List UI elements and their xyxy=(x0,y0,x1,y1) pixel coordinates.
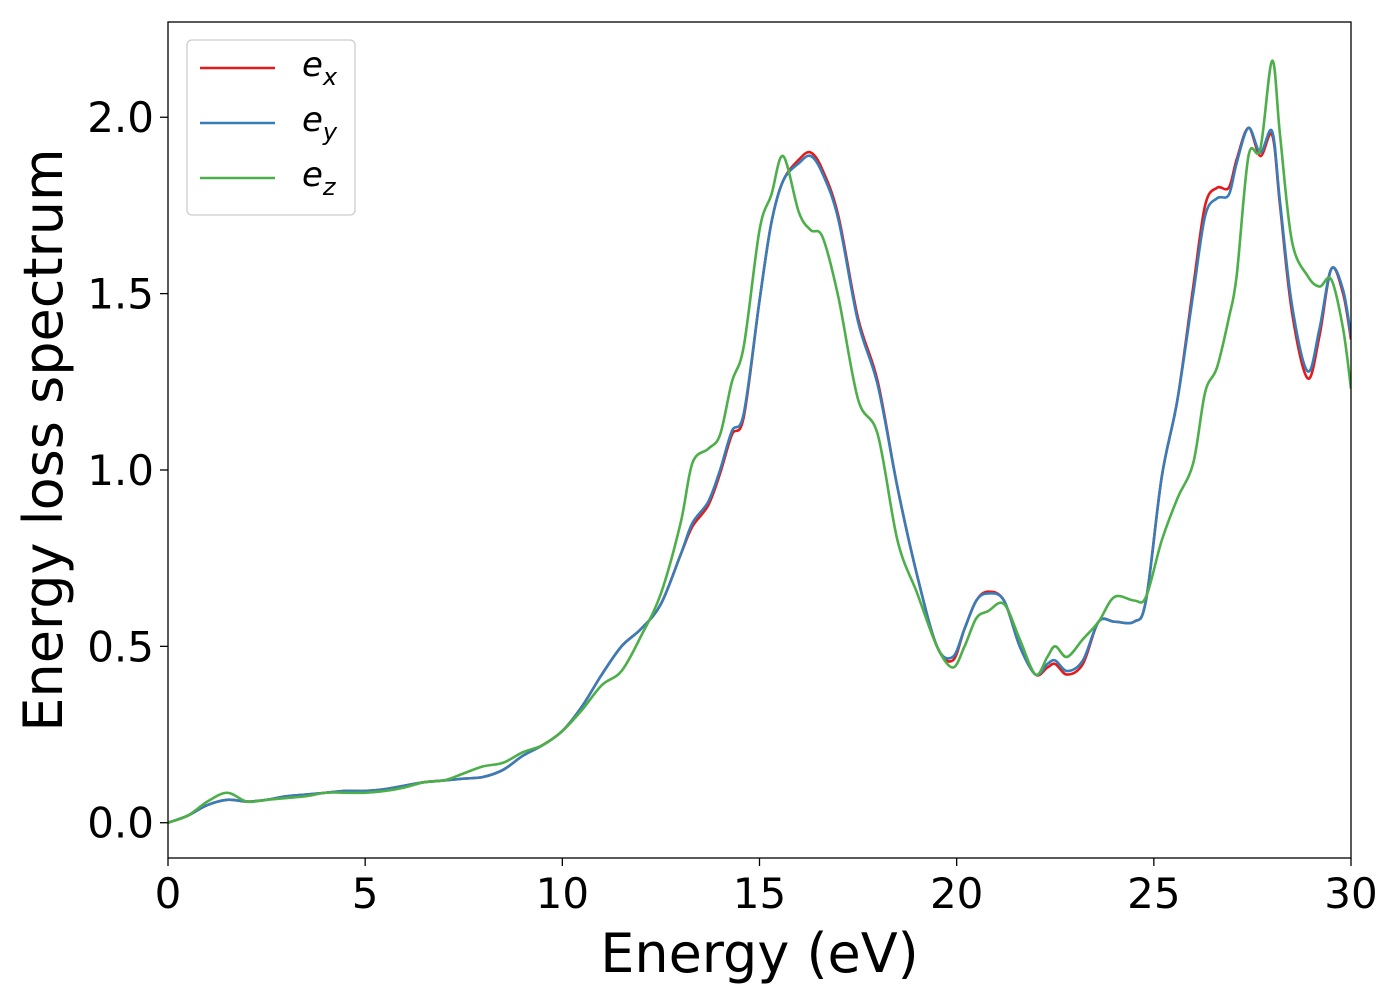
series-line-z xyxy=(168,59,1351,824)
y-tick-label: 0.0 xyxy=(87,799,154,848)
x-tick-label: 30 xyxy=(1324,869,1377,918)
x-axis: 0 5 10 15 20 25 30 xyxy=(155,858,1378,918)
x-tick-label: 25 xyxy=(1127,869,1180,918)
y-axis-label: Energy loss spectrum xyxy=(12,148,75,731)
y-axis: 0.0 0.5 1.0 1.5 2.0 xyxy=(87,93,168,848)
x-tick-label: 10 xyxy=(536,869,589,918)
legend-label-x: ex xyxy=(302,45,338,91)
x-axis-label: Energy (eV) xyxy=(600,922,919,985)
legend: ex ey ez xyxy=(186,39,356,216)
legend-label-y: ey xyxy=(302,100,338,146)
y-tick-label: 1.5 xyxy=(87,270,154,319)
x-tick-label: 5 xyxy=(352,869,379,918)
x-tick-label: 0 xyxy=(155,869,182,918)
x-tick-label: 15 xyxy=(733,869,786,918)
legend-label-z: ez xyxy=(302,155,337,201)
x-tick-label: 20 xyxy=(930,869,983,918)
y-tick-label: 1.0 xyxy=(87,446,154,495)
legend-box xyxy=(186,39,356,216)
plot-area xyxy=(168,59,1351,824)
y-tick-label: 0.5 xyxy=(87,622,154,671)
y-tick-label: 2.0 xyxy=(87,93,154,142)
